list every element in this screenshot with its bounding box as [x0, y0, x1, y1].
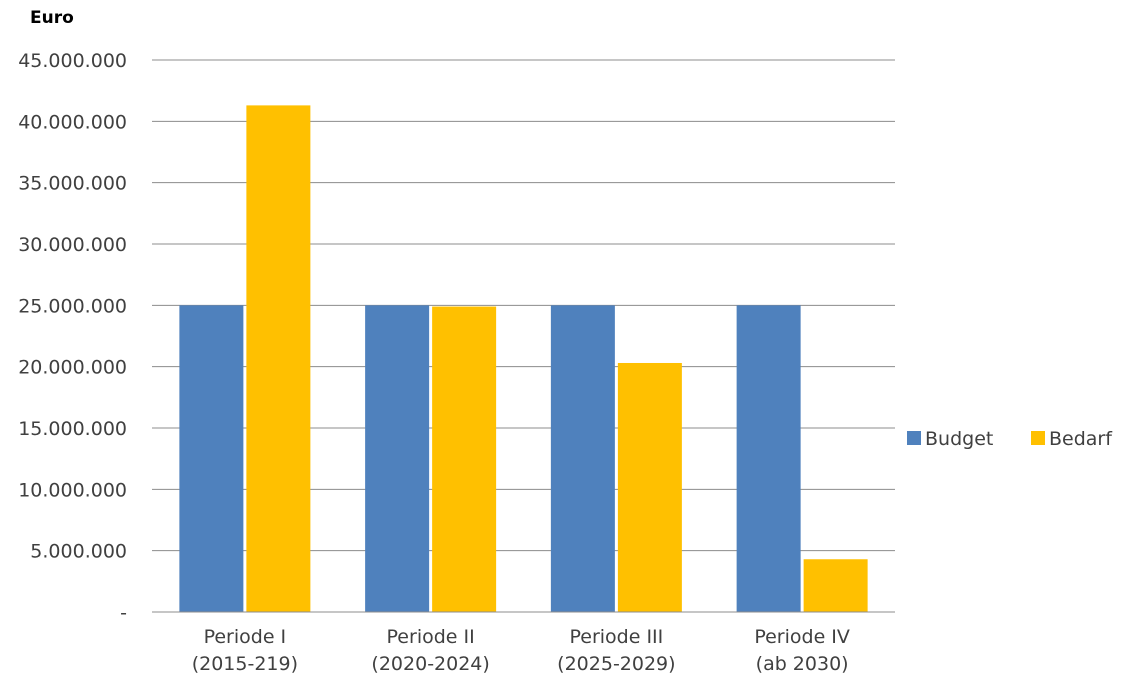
x-category-label: Periode IV [754, 626, 850, 648]
x-category-label: Periode II [387, 626, 475, 648]
x-axis-category-labels: Periode I (2015-219) Periode II (2020-2024)… [192, 626, 850, 675]
bar-budget-2 [365, 305, 430, 612]
bar-bedarf-3 [617, 362, 682, 612]
legend-swatch-bedarf [1031, 431, 1045, 445]
y-tick-label: 45.000.000 [18, 50, 127, 72]
x-category-label: (2025-2029) [557, 653, 675, 675]
x-category-label: Periode III [569, 626, 663, 648]
y-tick-label: 20.000.000 [18, 357, 127, 379]
y-tick-label: - [120, 602, 127, 624]
y-tick-label: 30.000.000 [18, 234, 127, 256]
bar-budget-1 [179, 305, 244, 612]
legend-label-bedarf: Bedarf [1049, 428, 1113, 450]
x-category-label: (ab 2030) [756, 653, 849, 675]
legend-swatch-budget [907, 431, 921, 445]
y-tick-label: 25.000.000 [18, 295, 127, 317]
bar-budget-3 [550, 305, 615, 612]
bar-budget-4 [736, 305, 801, 612]
x-category-label: (2020-2024) [371, 653, 489, 675]
bar-bedarf-4 [803, 559, 868, 612]
bar-bedarf-2 [432, 306, 497, 612]
y-tick-label: 15.000.000 [18, 418, 127, 440]
x-category-label: Periode I [204, 626, 287, 648]
y-axis-tick-labels: - 5.000.000 10.000.000 15.000.000 20.000.000… [18, 50, 127, 624]
y-tick-label: 5.000.000 [30, 541, 127, 563]
x-category-label: (2015-219) [192, 653, 298, 675]
y-tick-label: 40.000.000 [18, 111, 127, 133]
bars [179, 105, 868, 613]
bar-bedarf-1 [246, 105, 311, 613]
y-axis-unit-label: Euro [30, 8, 74, 28]
legend-label-budget: Budget [925, 428, 993, 450]
legend: Budget Bedarf [907, 428, 1113, 450]
y-tick-label: 35.000.000 [18, 173, 127, 195]
y-tick-label: 10.000.000 [18, 479, 127, 501]
